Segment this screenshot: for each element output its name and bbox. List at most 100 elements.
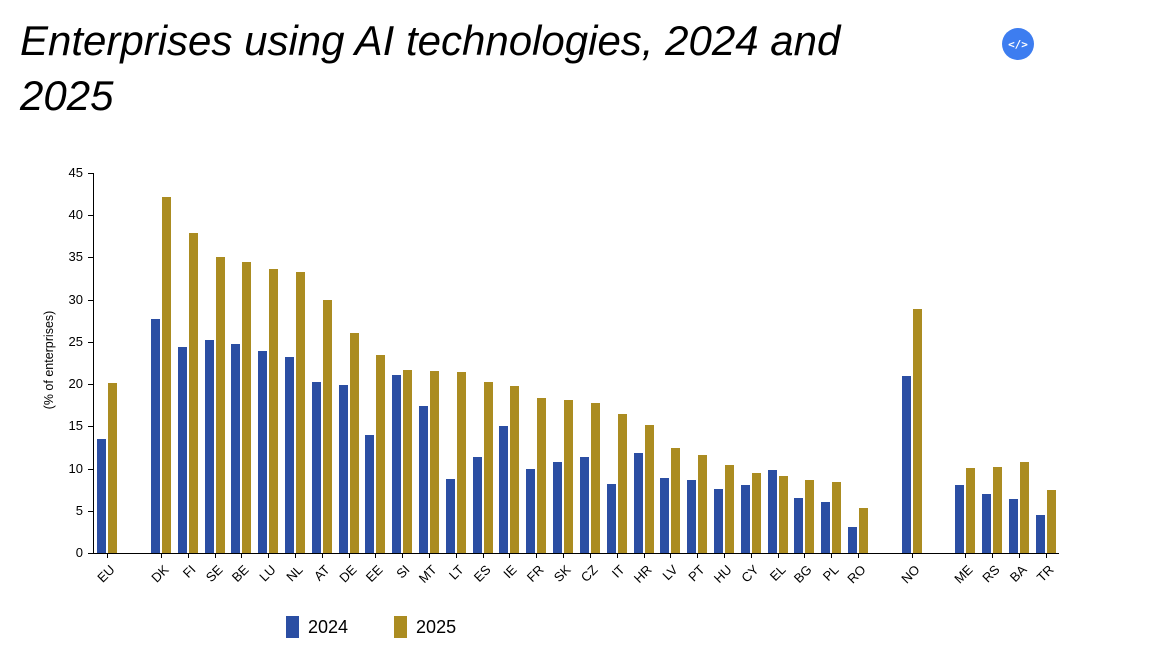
x-tick: [643, 553, 645, 558]
bar-2024-si[interactable]: [392, 374, 402, 553]
y-tick: [88, 468, 94, 470]
bar-2024-cz[interactable]: [579, 456, 589, 553]
bar-2025-lv[interactable]: [671, 448, 681, 553]
bar-2024-bg[interactable]: [794, 498, 804, 553]
x-tick: [965, 553, 967, 558]
y-tick: [88, 510, 94, 512]
y-tick: [88, 215, 94, 217]
bar-2025-cz[interactable]: [590, 402, 600, 553]
bar-2025-nl[interactable]: [296, 271, 306, 553]
x-tick: [697, 553, 699, 558]
bar-2024-at[interactable]: [311, 381, 321, 553]
bar-2025-tr[interactable]: [1046, 489, 1056, 553]
x-tick: [777, 553, 779, 558]
bar-2025-dk[interactable]: [162, 196, 171, 553]
bar-2025-lt[interactable]: [456, 372, 466, 553]
bar-2024-cy[interactable]: [740, 485, 750, 553]
bar-2024-tr[interactable]: [1035, 515, 1045, 553]
bar-2024-pl[interactable]: [821, 502, 831, 553]
x-tick: [723, 553, 725, 558]
y-tick-label: 45: [68, 164, 83, 180]
x-tick: [295, 553, 297, 558]
bar-2024-de[interactable]: [338, 384, 348, 553]
bar-2025-ie[interactable]: [510, 385, 520, 553]
x-tick: [750, 553, 752, 558]
bar-2024-es[interactable]: [472, 456, 482, 553]
bar-2024-ee[interactable]: [365, 434, 375, 553]
bar-2024-it[interactable]: [606, 483, 616, 553]
embed-code-button[interactable]: </>: [1002, 28, 1034, 60]
bar-2025-it[interactable]: [617, 413, 627, 553]
bar-2024-fr[interactable]: [526, 468, 536, 553]
bar-2025-de[interactable]: [349, 332, 359, 553]
x-tick: [214, 553, 216, 558]
x-tick: [348, 553, 350, 558]
bar-2024-nl[interactable]: [285, 357, 295, 553]
x-tick: [1018, 553, 1020, 558]
bar-2025-pt[interactable]: [698, 455, 708, 553]
bar-2024-ro[interactable]: [847, 526, 857, 553]
bar-2025-no[interactable]: [912, 308, 922, 553]
legend-item-2025[interactable]: 2025: [394, 616, 456, 638]
bar-2025-ro[interactable]: [858, 508, 868, 553]
bar-2025-ba[interactable]: [1019, 461, 1029, 553]
x-tick: [321, 553, 323, 558]
bar-2024-fi[interactable]: [177, 346, 187, 553]
bar-2025-si[interactable]: [403, 369, 413, 553]
bar-2024-me[interactable]: [955, 485, 965, 553]
bar-2025-ee[interactable]: [376, 354, 386, 553]
bar-2025-bg[interactable]: [805, 480, 815, 553]
code-icon: </>: [1008, 37, 1028, 51]
x-tick-label-eu: EU: [94, 562, 119, 586]
bar-2024-lu[interactable]: [258, 351, 268, 553]
y-tick-label: 10: [68, 460, 83, 476]
page-title: Enterprises using AI technologies, 2024 …: [20, 17, 841, 119]
bar-2024-ba[interactable]: [1008, 498, 1018, 553]
bar-2024-se[interactable]: [204, 340, 214, 553]
x-tick: [429, 553, 431, 558]
x-tick: [804, 553, 806, 558]
bar-2024-no[interactable]: [901, 375, 911, 553]
chart-legend: 2024 2025: [286, 616, 456, 638]
x-tick: [589, 553, 591, 558]
y-tick: [88, 426, 94, 428]
bar-2024-mt[interactable]: [419, 406, 429, 553]
bar-2025-cy[interactable]: [751, 472, 761, 553]
bar-2025-se[interactable]: [215, 256, 225, 553]
bar-2024-rs[interactable]: [981, 493, 991, 553]
y-tick: [88, 341, 94, 343]
bar-2024-eu[interactable]: [97, 439, 107, 553]
bar-2025-eu[interactable]: [108, 383, 118, 553]
bar-2025-el[interactable]: [778, 476, 788, 553]
legend-label-2024: 2024: [308, 616, 349, 637]
bar-2025-es[interactable]: [483, 381, 493, 553]
bar-2025-sk[interactable]: [564, 400, 574, 553]
y-tick-label: 20: [68, 375, 83, 391]
legend-item-2024[interactable]: 2024: [286, 616, 348, 638]
bar-2025-fr[interactable]: [537, 398, 547, 553]
x-tick-label-no: NO: [897, 562, 923, 587]
bar-2024-ie[interactable]: [499, 426, 509, 553]
bar-2025-me[interactable]: [966, 467, 976, 553]
bar-2025-lu[interactable]: [269, 269, 279, 553]
bar-2024-lv[interactable]: [660, 477, 670, 553]
bar-2025-be[interactable]: [242, 261, 252, 553]
bar-2025-hr[interactable]: [644, 424, 654, 553]
bar-2025-pl[interactable]: [832, 482, 842, 553]
bar-2025-rs[interactable]: [992, 466, 1002, 553]
bar-2024-sk[interactable]: [553, 461, 563, 553]
bar-2024-lt[interactable]: [445, 478, 455, 553]
bar-2025-hu[interactable]: [724, 465, 734, 553]
bar-2024-hu[interactable]: [713, 488, 723, 553]
x-tick: [991, 553, 993, 558]
bar-2024-el[interactable]: [767, 470, 777, 553]
bar-2024-pt[interactable]: [687, 479, 697, 553]
bar-2024-dk[interactable]: [151, 319, 160, 553]
bar-2025-mt[interactable]: [430, 370, 440, 553]
x-tick: [241, 553, 243, 558]
y-tick-label: 40: [68, 206, 83, 222]
bar-2024-be[interactable]: [231, 343, 241, 553]
bar-2025-fi[interactable]: [188, 232, 198, 553]
bar-2024-hr[interactable]: [633, 453, 643, 553]
bar-2025-at[interactable]: [322, 299, 332, 553]
